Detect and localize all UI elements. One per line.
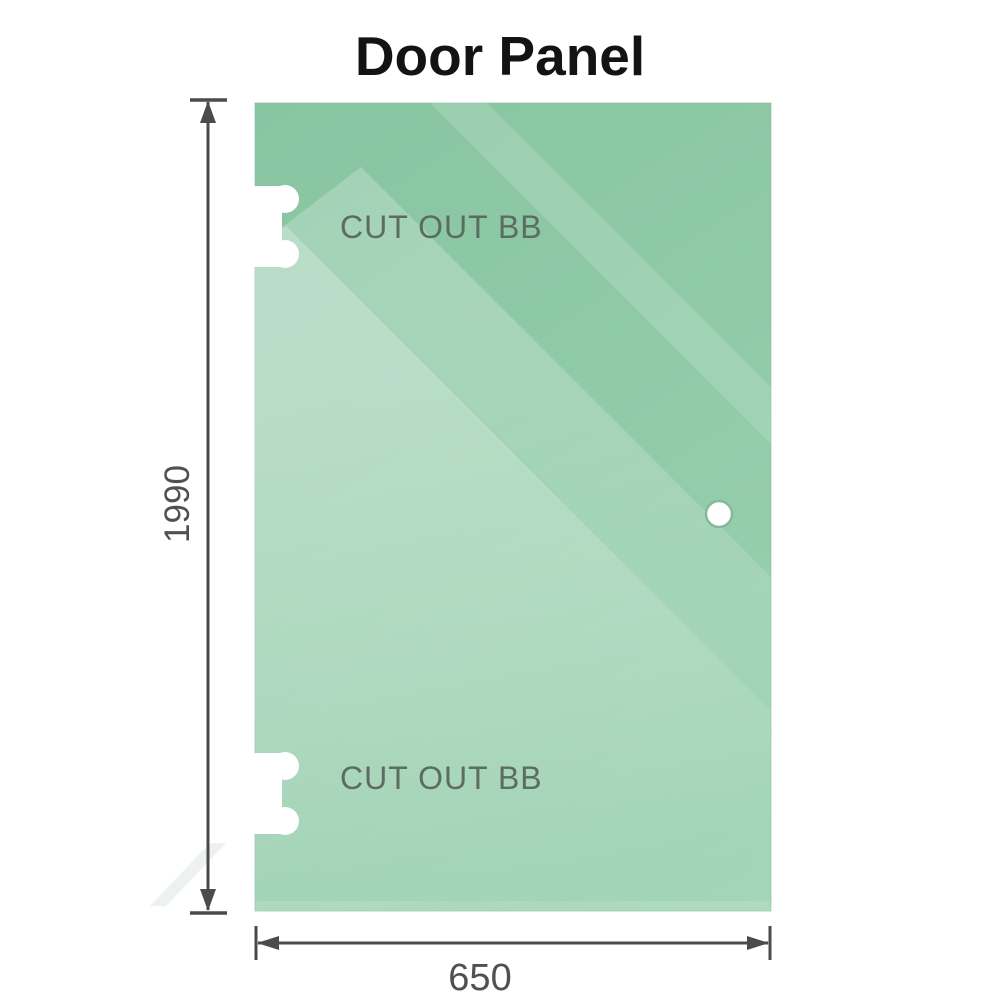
arrow-up-icon (200, 101, 216, 123)
arrow-left-icon (257, 936, 279, 950)
width-dimension-label: 650 (448, 957, 511, 999)
background-sheen (150, 843, 226, 906)
cutout-label-top: CUT OUT BB (340, 209, 543, 245)
arrow-right-icon (747, 936, 769, 950)
height-dimension-label: 1990 (158, 465, 197, 543)
cutout-label-bottom: CUT OUT BB (340, 760, 543, 796)
glass-sheen-band-bright (255, 226, 771, 911)
hinge-cutout-bottom (253, 752, 299, 835)
page-title: Door Panel (354, 25, 646, 87)
cutout-lobe (271, 185, 299, 213)
cutout-lobe (271, 807, 299, 835)
hinge-cutout-top (253, 185, 299, 268)
arrow-down-icon (200, 889, 216, 911)
cutout-lobe (271, 240, 299, 268)
handle-hole (704, 499, 734, 529)
glass-bottom-highlight (255, 901, 771, 911)
width-dimension: 650 (254, 926, 772, 999)
cutout-lobe (271, 752, 299, 780)
glass-sheen-stripe (430, 103, 771, 444)
height-dimension: 1990 (158, 98, 227, 915)
